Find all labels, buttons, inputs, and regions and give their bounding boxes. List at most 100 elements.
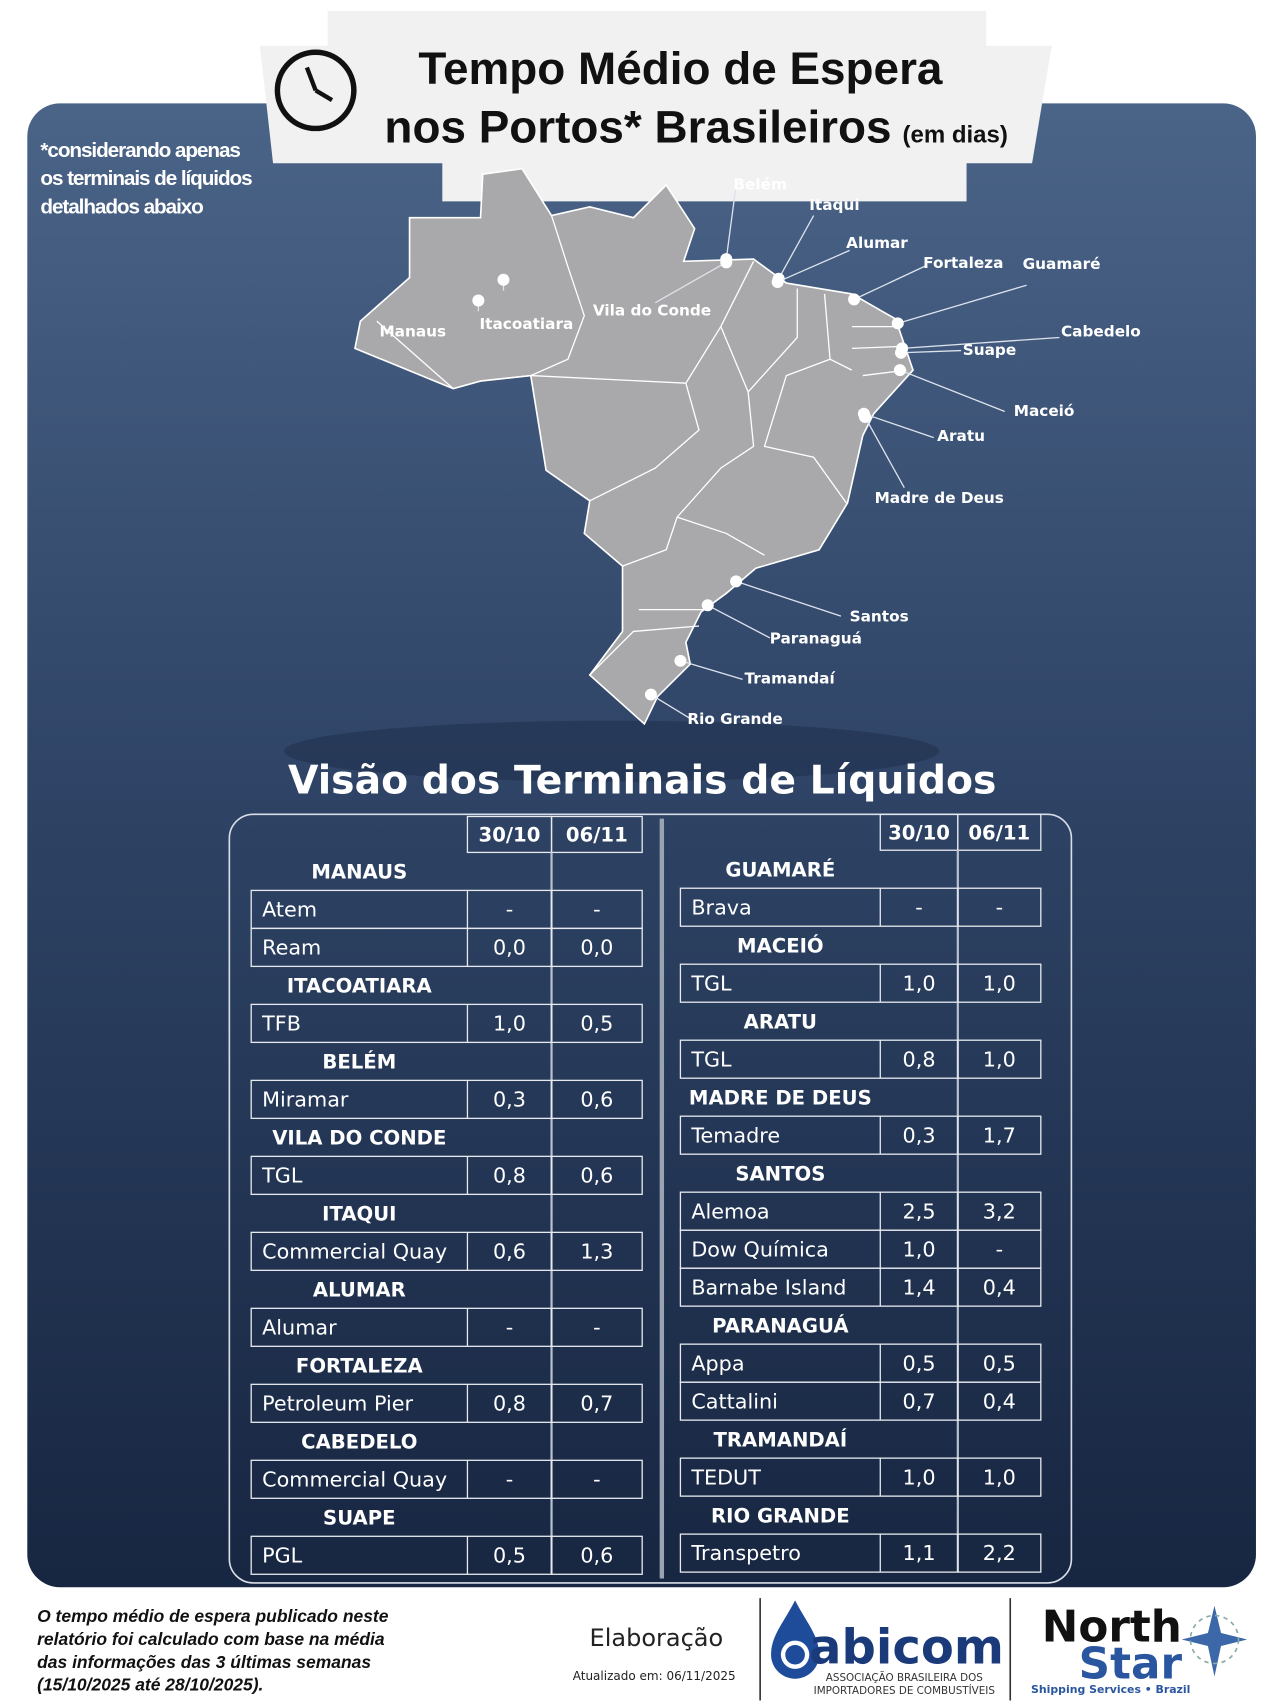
terminal-name: Appa <box>691 1351 744 1375</box>
northstar-name: Star <box>1079 1640 1183 1690</box>
title-unit: (em dias) <box>902 122 1007 149</box>
wait-time: 1,4 <box>903 1275 936 1299</box>
wait-time: 1,0 <box>983 1047 1016 1071</box>
port-label: Alumar <box>846 234 908 252</box>
leader-line <box>680 660 743 680</box>
leader-line <box>899 369 1006 413</box>
tables: 30/10 06/11 MANAUS Atem - - Ream 0,0 0,0 ITACOATI… <box>250 813 1042 1575</box>
abicom-subtitle: IMPORTADORES DE COMBUSTÍVEIS <box>814 1684 995 1697</box>
column-header: 30/10 <box>479 824 541 847</box>
port-heading: MADRE DE DEUS <box>689 1086 872 1109</box>
leader-line <box>778 215 815 280</box>
port-heading: ARATU <box>744 1010 817 1033</box>
wait-time: 1,7 <box>983 1123 1016 1147</box>
port-dot <box>771 275 784 288</box>
wait-time: 2,5 <box>903 1199 936 1223</box>
row-box <box>250 1079 643 1120</box>
credit: Elaboração <box>590 1624 724 1652</box>
leader-line <box>902 336 1060 350</box>
disclaimer-line: (15/10/2025 até 28/10/2025). <box>37 1675 263 1695</box>
row-box <box>679 1039 1042 1079</box>
wait-time: 0,4 <box>983 1389 1016 1413</box>
port-label: Madre de Deus <box>875 489 1004 507</box>
port-label: Rio Grande <box>687 710 782 728</box>
row-box <box>250 1535 643 1575</box>
wait-time: 0,7 <box>903 1389 936 1413</box>
note-line: *considerando apenas <box>40 139 240 162</box>
port-dot <box>497 273 510 286</box>
wait-time: 0,0 <box>493 936 526 960</box>
wait-time: 3,2 <box>983 1199 1016 1223</box>
wait-time: 1,0 <box>493 1012 526 1036</box>
wait-time: 2,2 <box>983 1541 1016 1565</box>
port-heading: SANTOS <box>735 1162 825 1185</box>
title-line: nos Portos* Brasileiros <box>384 102 891 153</box>
terminal-name: TEDUT <box>690 1465 761 1489</box>
northstar-name: North <box>1042 1603 1182 1653</box>
section-title: Visão dos Terminais de Líquidos <box>288 759 996 804</box>
wait-time: 1,0 <box>903 971 936 995</box>
leader-line <box>650 694 691 720</box>
port-label: Suape <box>963 341 1016 359</box>
port-label: Santos <box>850 608 909 626</box>
port-dot <box>472 294 485 307</box>
port-heading: MANAUS <box>311 861 407 884</box>
port-dot <box>848 293 861 306</box>
wait-time: 1,0 <box>903 1465 936 1489</box>
terminal-name: Barnabe Island <box>691 1275 846 1299</box>
row-box <box>679 887 1042 927</box>
wait-time: 0,6 <box>493 1240 526 1264</box>
abicom-logo: abicom ASSOCIAÇÃO BRASILEIRA DOS IMPORTA… <box>771 1600 1004 1697</box>
port-label: Itacoatiara <box>479 315 573 333</box>
row-box <box>679 1533 1042 1573</box>
row-box <box>250 1003 643 1044</box>
note: *considerando apenas os terminais de líqu… <box>40 139 253 219</box>
row-box <box>679 1457 1042 1497</box>
footer: O tempo médio de espera publicado neste r… <box>37 1598 1248 1701</box>
leader-line <box>707 604 771 639</box>
clock-icon <box>274 49 357 132</box>
terminal-name: Miramar <box>262 1088 349 1112</box>
wait-time: - <box>506 1315 513 1339</box>
port-dot <box>730 575 743 588</box>
port-label: Tramandaí <box>745 670 836 688</box>
abicom-subtitle: ASSOCIAÇÃO BRASILEIRA DOS <box>826 1671 983 1684</box>
port-heading: CABEDELO <box>301 1430 417 1453</box>
wait-time: 0,5 <box>903 1351 936 1375</box>
leader-line <box>725 184 737 260</box>
leader-line <box>864 416 905 489</box>
row-box <box>679 1115 1042 1155</box>
terminal-name: TGL <box>261 1164 303 1188</box>
port-heading: FORTALEZA <box>296 1354 424 1377</box>
wait-time: 0,0 <box>580 936 613 960</box>
wait-time: - <box>593 898 600 922</box>
disclaimer-line: relatório foi calculado com base na médi… <box>37 1629 385 1649</box>
wait-time: - <box>996 895 1003 919</box>
wait-time: 1,0 <box>983 1465 1016 1489</box>
port-heading: GUAMARÉ <box>725 858 835 881</box>
northstar-subtitle: Shipping Services • Brazil <box>1031 1683 1190 1696</box>
terminal-name: TGL <box>690 971 732 995</box>
leader-line <box>897 284 1027 324</box>
wait-time: 0,8 <box>903 1047 936 1071</box>
table-frame <box>228 813 1073 1584</box>
terminal-name: TGL <box>690 1047 732 1071</box>
northstar-logo: North Star Shipping Services • Brazil <box>1031 1603 1248 1696</box>
port-dot <box>893 364 906 377</box>
terminal-name: Alumar <box>262 1315 337 1339</box>
terminal-name: Cattalini <box>691 1389 778 1413</box>
leader-line <box>853 265 927 300</box>
port-label: Aratu <box>937 427 985 445</box>
port-heading: TRAMANDAÍ <box>713 1428 847 1451</box>
terminal-name: PGL <box>262 1543 303 1567</box>
column-header: 06/11 <box>566 824 628 847</box>
title-banner <box>259 10 1052 202</box>
port-heading: ALUMAR <box>313 1278 406 1301</box>
port-label: Belém <box>733 175 787 193</box>
row-box <box>250 1307 643 1347</box>
port-markers: Belém Itaqui Alumar Fortaleza Guamaré Cabedel… <box>379 175 1140 727</box>
row-box <box>679 1267 1042 1307</box>
wait-time: 0,3 <box>903 1123 936 1147</box>
port-heading: SUAPE <box>323 1506 396 1529</box>
